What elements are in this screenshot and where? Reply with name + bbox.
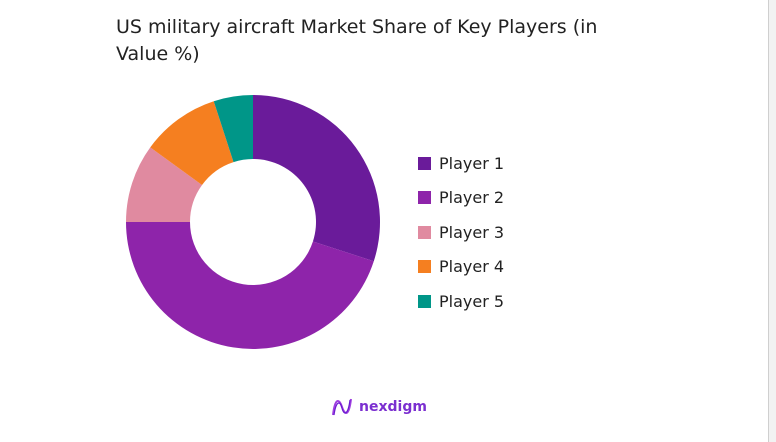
nexdigm-logo: nexdigm [331,396,427,418]
legend-item: Player 1 [418,146,504,181]
legend-label: Player 5 [439,291,505,311]
legend-swatch [418,156,431,170]
legend-label: Player 4 [439,257,505,277]
slice-player-5 [213,95,253,163]
nexdigm-logo-icon [332,398,352,416]
legend-label: Player 3 [439,222,505,242]
legend-item: Player 4 [418,250,504,285]
slice-player-1 [253,95,380,262]
slice-player-3 [126,147,203,222]
slice-player-2 [126,222,374,349]
legend-swatch [418,225,431,239]
chart-title: US military aircraft Market Share of Key… [116,16,598,65]
legend-item: Player 5 [418,284,504,319]
legend-swatch [418,191,431,205]
legend-item: Player 2 [418,181,504,216]
legend: Player 1 Player 2 Player 3 Player 4 Player 5 [418,146,504,319]
scrollbar[interactable] [768,0,776,442]
legend-swatch [418,260,431,274]
legend-swatch [418,294,431,308]
legend-label: Player 1 [439,153,505,173]
slice-player-4 [150,101,234,185]
legend-label: Player 2 [439,188,505,208]
logo-text: nexdigm [359,399,427,415]
legend-item: Player 3 [418,215,504,250]
